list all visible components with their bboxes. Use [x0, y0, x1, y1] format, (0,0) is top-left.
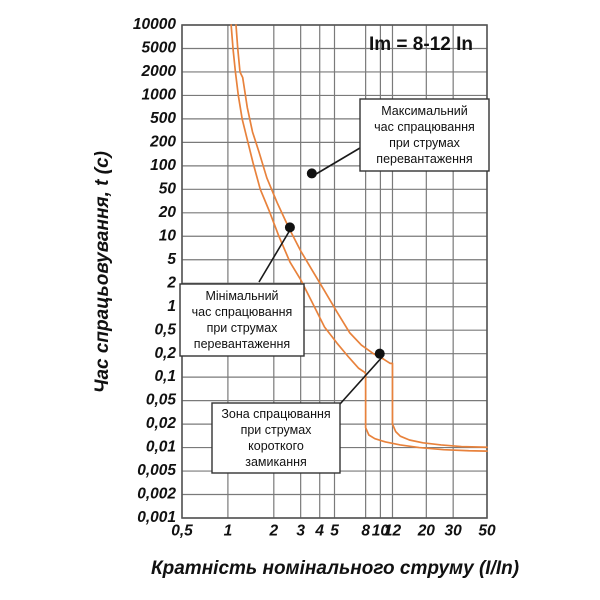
x-tick-label-9: 20 [417, 522, 436, 539]
free-text-labels: Im = 8-12 In [369, 34, 473, 55]
x-tick-label-5: 5 [330, 522, 339, 539]
x-tick-label-4: 4 [314, 522, 324, 539]
y-tick-label-13: 0,5 [154, 321, 176, 338]
y-tick-label-18: 0,01 [146, 439, 176, 456]
x-tick-label-1: 1 [224, 522, 233, 539]
x-tick-label-7: 10 [372, 522, 390, 539]
annotation-line-1: час спрацювання [374, 120, 475, 134]
min-curve-marker [284, 222, 295, 233]
y-tick-label-14: 0,2 [154, 345, 176, 362]
y-axis-title: Час спрацьовування, t (с) [92, 151, 113, 393]
annotation-line-2: при струмах [389, 136, 461, 150]
y-tick-label-6: 100 [150, 157, 176, 174]
x-tick-label-3: 3 [296, 522, 305, 539]
curve-markers [284, 168, 385, 359]
y-axis-tick-labels: 10000 5000 2000 1000 500 200 100 50 20 10 5 2 1 0,5 0,… [133, 16, 176, 526]
y-tick-label-7: 50 [159, 180, 177, 197]
annotation-line-2: короткого [248, 439, 304, 453]
annotation-box-frame [179, 283, 305, 357]
annotation-line-3: замикання [245, 455, 307, 469]
y-tick-label-5: 200 [149, 133, 176, 150]
leader-line-short-circuit-zone [339, 354, 385, 405]
plot-area-frame [181, 24, 488, 519]
y-tick-label-2: 2000 [141, 63, 177, 80]
annotation-box-frame [211, 402, 341, 474]
annotation-line-1: при струмах [241, 423, 313, 437]
x-axis-title: Кратність номінального струму (I/In) [151, 558, 519, 579]
annotation-short-circuit-zone: Зона спрацювання при струмах короткого зами… [211, 402, 341, 474]
annotation-line-0: Мінімальний [205, 289, 278, 303]
y-tick-label-19: 0,005 [137, 462, 176, 479]
y-tick-label-11: 2 [166, 274, 176, 291]
x-tick-label-8: 12 [384, 522, 402, 539]
im-range-label: Im = 8-12 In [369, 34, 473, 55]
y-tick-label-8: 20 [158, 204, 177, 221]
leader-line-max-operating-time [310, 147, 361, 178]
annotation-max-operating-time: Максимальний час спрацювання при струмах пе… [359, 98, 490, 172]
x-tick-label-2: 2 [269, 522, 279, 539]
x-tick-label-0: 0,5 [171, 522, 193, 539]
x-tick-label-11: 50 [478, 522, 496, 539]
y-tick-label-3: 1000 [142, 87, 177, 104]
annotation-box-frame [359, 98, 490, 172]
annotation-line-3: перевантаження [194, 337, 290, 351]
y-tick-label-17: 0,02 [146, 415, 177, 432]
annotation-min-operating-time: Мінімальний час спрацювання при струмах пер… [179, 283, 305, 357]
y-tick-label-9: 10 [159, 227, 177, 244]
leader-line-min-operating-time [258, 229, 291, 283]
y-tick-label-10: 5 [167, 251, 176, 268]
y-tick-label-20: 0,002 [137, 486, 176, 503]
x-tick-label-6: 8 [361, 522, 370, 539]
annotation-line-0: Зона спрацювання [221, 407, 330, 421]
y-tick-label-12: 1 [167, 298, 176, 315]
y-tick-label-0: 10000 [133, 16, 176, 33]
y-tick-label-15: 0,1 [154, 368, 176, 385]
trip-curves [230, 24, 488, 452]
y-tick-label-21: 0,001 [137, 509, 176, 526]
max-curve-marker [306, 168, 317, 179]
annotation-line-1: час спрацювання [192, 305, 293, 319]
trip-curve-0 [235, 24, 488, 449]
annotation-leader-lines [258, 147, 385, 405]
y-tick-label-1: 5000 [142, 40, 177, 57]
y-tick-label-16: 0,05 [146, 392, 177, 409]
annotation-line-0: Максимальний [381, 104, 468, 118]
annotation-line-2: при струмах [207, 321, 279, 335]
x-tick-label-10: 30 [445, 522, 463, 539]
trip-curve-1 [230, 24, 488, 452]
annotation-line-3: перевантаження [376, 152, 472, 166]
annotation-boxes: Максимальний час спрацювання при струмах пе… [179, 98, 490, 474]
short-circuit-marker [374, 348, 385, 359]
y-tick-label-4: 500 [150, 110, 176, 127]
